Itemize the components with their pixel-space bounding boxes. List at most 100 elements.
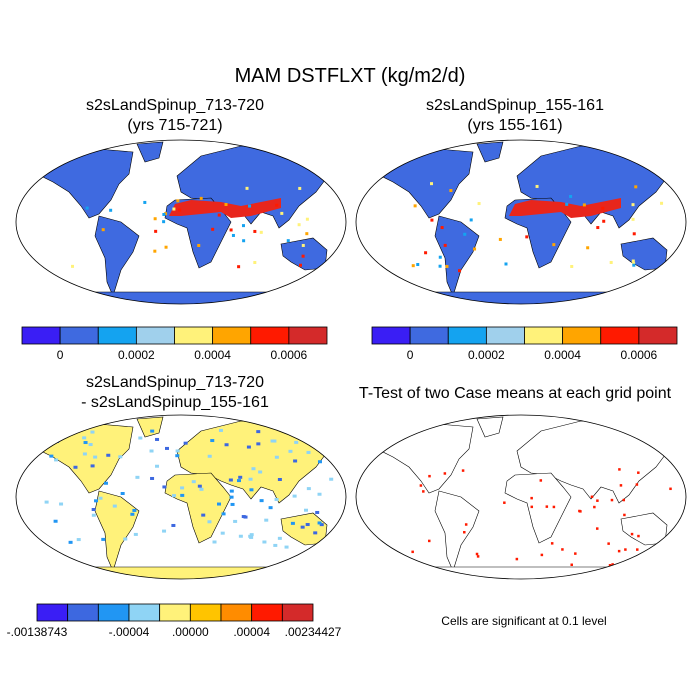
colorbar-box (97, 326, 137, 345)
sig-cell (503, 501, 506, 504)
diff-cell (264, 518, 269, 522)
diff-cell (288, 449, 293, 453)
colorbar-box (251, 603, 283, 622)
panel-title: s2sLandSpinup_155-161 (426, 97, 604, 114)
diff-cell (229, 495, 234, 499)
panel-note: Cells are significant at 0.1 level (441, 614, 606, 628)
colorbar-box (212, 326, 252, 345)
diff-cell (306, 450, 311, 454)
diff-cell (68, 540, 73, 544)
dust-cell (162, 220, 166, 224)
dust-cell (659, 267, 663, 271)
dust-cell (245, 186, 249, 190)
dust-cell (596, 226, 600, 230)
map-border (355, 139, 687, 305)
map (355, 139, 687, 305)
colorbar-box (59, 326, 99, 345)
sig-cell (630, 532, 634, 536)
dust-cell (631, 203, 635, 207)
sig-cell (550, 542, 554, 545)
diff-cell (207, 520, 212, 524)
dust-cell (305, 217, 309, 221)
diff-cell (220, 531, 225, 535)
diff-cell (56, 428, 61, 432)
sig-cell (610, 498, 614, 502)
diff-cell (256, 430, 261, 434)
panel-title: (yrs 155-161) (467, 117, 562, 134)
dust-cell (601, 206, 605, 210)
sig-cell (574, 552, 577, 555)
diff-cell (91, 507, 96, 511)
diff-cell (238, 475, 243, 479)
sig-cell (443, 472, 447, 475)
colorbar-box (159, 603, 191, 622)
land (356, 141, 686, 304)
sig-cell (545, 505, 549, 508)
diff-cell (73, 465, 78, 469)
diff-cell (256, 442, 261, 446)
dust-cell (237, 265, 241, 269)
sig-cell (636, 548, 639, 551)
diff-cell (236, 479, 241, 483)
sig-cell (540, 553, 544, 557)
diff-cell (207, 454, 212, 458)
colorbar-box (562, 326, 602, 345)
sig-cell (515, 557, 519, 561)
diff-cell (249, 488, 254, 492)
diff-cell (165, 446, 170, 450)
dust-cell (164, 245, 168, 249)
diff-cell (317, 433, 322, 437)
colorbar-box (21, 326, 61, 345)
colorbar-box (447, 326, 487, 345)
diff-cell (201, 513, 206, 517)
dust-cell (275, 203, 279, 207)
colorbar-box (288, 326, 328, 345)
sig-cell (607, 542, 610, 545)
colorbar-label: 0 (57, 348, 64, 362)
diff-cell (175, 449, 180, 453)
diff-cell (317, 492, 322, 496)
dust-cell (248, 204, 252, 208)
diff-cell (233, 519, 238, 523)
dust-cell (504, 262, 508, 266)
colorbar-label: 0 (407, 348, 414, 362)
map-land (16, 141, 346, 304)
diff-cell (277, 536, 282, 540)
diff-cell (155, 464, 160, 468)
dust-band (169, 198, 281, 218)
diff-cell (171, 523, 176, 527)
sig-cell (422, 490, 425, 493)
diff-cell (199, 487, 204, 491)
dust-cell (602, 219, 606, 223)
dust-cell (424, 251, 428, 255)
dust-cell (631, 259, 635, 263)
diff-cell (138, 436, 143, 440)
diff-cell (277, 477, 282, 481)
colorbar-label: .00234427 (285, 625, 342, 639)
dust-cell (569, 194, 573, 198)
diff-cell (241, 515, 246, 519)
diff-cell (112, 504, 117, 508)
diff-cell (313, 531, 318, 535)
diff-cell (317, 521, 322, 525)
diff-cell (212, 540, 217, 544)
colorbar-label: 0.0004 (194, 348, 231, 362)
colorbar-box (36, 603, 69, 622)
dust-cell (411, 264, 415, 268)
diff-cell (130, 512, 135, 516)
dust-cell (443, 243, 447, 247)
sig-cell (419, 484, 423, 487)
dust-cell (586, 246, 590, 250)
dust-cell (197, 244, 201, 248)
diff-cell (49, 454, 54, 458)
diff-cell (101, 537, 106, 541)
diff-cell (249, 533, 254, 537)
diff-cell (273, 543, 278, 547)
dust-cell (525, 235, 529, 239)
dust-cell (176, 199, 180, 203)
diff-cell (230, 502, 235, 506)
sig-cell (561, 548, 564, 551)
diff-cell (31, 442, 36, 446)
map-border (15, 139, 347, 305)
